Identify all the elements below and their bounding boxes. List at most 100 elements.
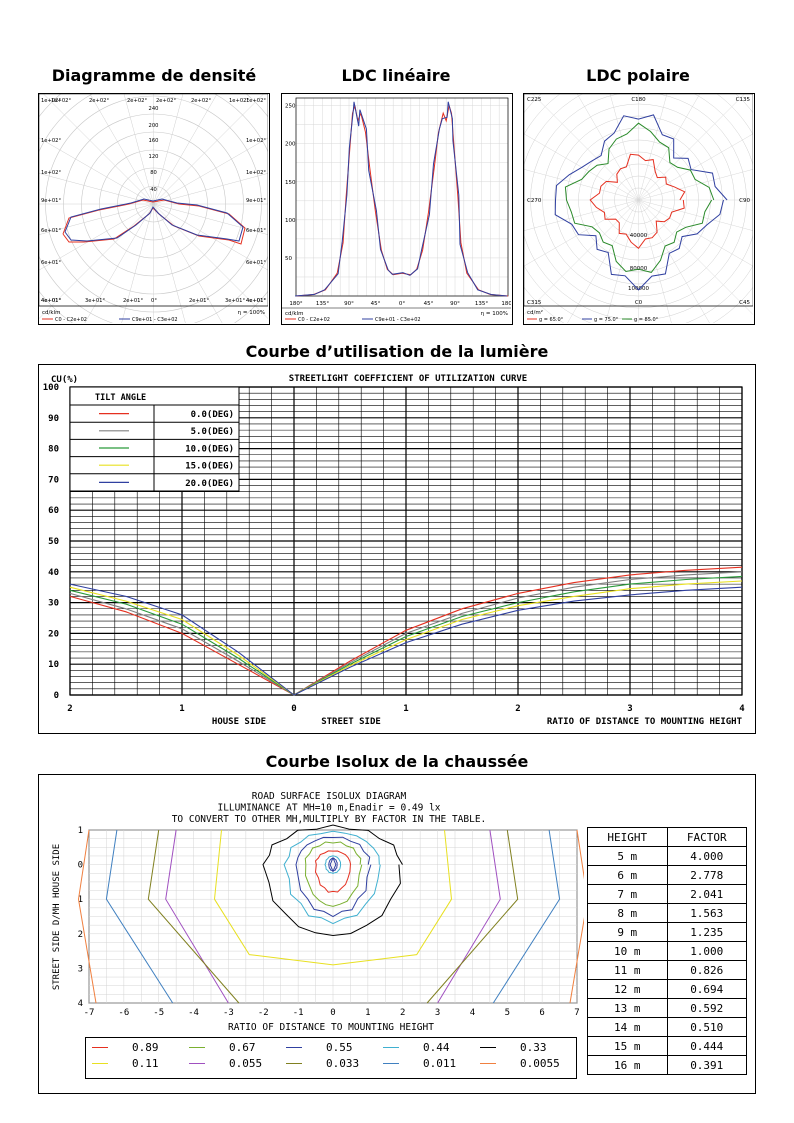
density-legend-label: C9e+01 - C3e+02 (132, 317, 178, 323)
factor-table-row: 13 m 0.592 (587, 998, 747, 1018)
isolux-x-tick: -4 (188, 1008, 199, 1018)
ldc-polar-label-c180: C180 (631, 97, 646, 103)
density-right-label: 9e+01° (246, 198, 266, 204)
isolux-panel: ROAD SURFACE ISOLUX DIAGRAM ILLUMINANCE A… (38, 774, 756, 1094)
cu-plot-frame (69, 386, 743, 696)
cu-y-tick: 100 (43, 383, 59, 393)
ldc-polar-grid-spoke (518, 199, 639, 321)
ldc-polar-label-c315: C315 (527, 300, 542, 306)
isolux-legend-swatch (286, 1047, 302, 1048)
factor-value-cell: 4.000 (666, 846, 747, 866)
cu-y-tick: 60 (48, 506, 59, 516)
cu-tilt-label: 20.0(DEG) (185, 479, 234, 489)
ldc-polar-label-c225: C225 (527, 97, 542, 103)
density-scale-label: 40 (150, 187, 157, 193)
density-top-label: 1e+02° (51, 98, 71, 104)
isolux-legend-swatch (286, 1063, 302, 1064)
cu-chart: TILT ANGLE 0.0(DEG) 5.0(DEG) 10.0(DEG) 15.0(… (43, 374, 746, 727)
cu-series-line (69, 575, 743, 696)
density-bottom-label: 2e+01° (189, 298, 209, 304)
factor-height-cell: 5 m (587, 846, 668, 866)
ldc-linear-y-tick: 100 (285, 218, 296, 224)
isolux-contour (283, 830, 381, 925)
factor-table-row: 12 m 0.694 (587, 979, 747, 999)
isolux-legend-swatch (383, 1047, 399, 1048)
ldc-polar-grid-spoke (638, 79, 759, 201)
isolux-y-tick: 1 (78, 826, 83, 836)
density-left-label: 9e+01° (41, 198, 61, 204)
ldc-linear-panel: 250 200 150 100 50 180° 135° 90° 45° 0° 45° 90° 135°… (281, 93, 515, 325)
ldc-linear-x-tick: 90° (450, 301, 460, 307)
isolux-legend: 0.89 0.67 0.55 0.44 0.33 0.11 0.055 0.033 0.011 0… (85, 1037, 577, 1079)
isolux-y-tick: 4 (78, 999, 83, 1009)
isolux-contour (77, 829, 97, 1004)
isolux-contour (295, 836, 372, 918)
cu-y-tick: 30 (48, 599, 59, 609)
isolux-legend-swatch (189, 1063, 205, 1064)
factor-table-row: 5 m 4.000 (587, 846, 747, 866)
density-grid-spoke (6, 203, 154, 290)
isolux-contour (262, 824, 403, 937)
factor-height-cell: 16 m (587, 1055, 668, 1075)
isolux-legend-item: 0.67 (189, 1041, 284, 1055)
density-right-label: 1e+02° (246, 170, 266, 176)
isolux-legend-swatch (92, 1063, 108, 1064)
factor-height-cell: 7 m (587, 884, 668, 904)
isolux-legend-value: 0.011 (423, 1057, 457, 1070)
isolux-legend-item: 0.055 (189, 1057, 284, 1071)
factor-value-cell: 0.510 (666, 1017, 747, 1037)
isolux-x-tick: -3 (223, 1008, 234, 1018)
density-bottom-label: 3e+01° (225, 298, 245, 304)
isolux-contour (324, 855, 342, 875)
factor-height-cell: 11 m (587, 960, 668, 980)
factor-value-cell: 2.778 (666, 865, 747, 885)
isolux-legend-swatch (480, 1047, 496, 1048)
ldc-linear-unit-label: cd/klm (285, 311, 303, 317)
density-scale-label: 200 (149, 123, 159, 129)
ldc-linear-x-tick: 45° (371, 301, 381, 307)
ldc-polar-grid-spoke (553, 52, 639, 201)
isolux-legend-swatch (92, 1047, 108, 1048)
cu-y-tick: 20 (48, 629, 59, 639)
isolux-title-line: TO CONVERT TO OTHER MH,MULTIPLY BY FACTO… (172, 814, 487, 825)
ldc-polar-grid-spoke (638, 158, 794, 201)
ldc-linear-legend-label: C0 - C2e+02 (298, 317, 330, 323)
factor-table-row: 11 m 0.826 (587, 960, 747, 980)
isolux-legend-value: 0.11 (132, 1057, 159, 1070)
ldc-polar-legend-label: g = 85.0° (634, 317, 659, 323)
factor-height-cell: 6 m (587, 865, 668, 885)
cu-y-tick: 40 (48, 568, 59, 578)
ldc-linear-eta-label: η = 100% (481, 311, 508, 317)
ldc-linear-x-tick: 180° (501, 301, 511, 307)
factor-value-cell: 1.000 (666, 941, 747, 961)
ldc-polar-grid-spoke (638, 199, 794, 242)
isolux-legend-value: 0.033 (326, 1057, 360, 1070)
isolux-x-tick: 6 (539, 1008, 544, 1018)
ldc-polar-unit-label: cd/m² (527, 309, 543, 316)
ldc-linear-y-tick: 50 (285, 256, 292, 262)
isolux-contour (105, 829, 174, 1004)
cu-y-tick: 70 (48, 475, 59, 485)
cu-y-tick: 10 (48, 660, 59, 670)
density-grid-spoke (68, 56, 154, 205)
density-top-label: 1e+02° (229, 98, 249, 104)
isolux-legend-value: 0.89 (132, 1041, 159, 1054)
density-legend-label: C0 - C2e+02 (55, 317, 87, 323)
density-top-label: 2e+02° (127, 98, 147, 104)
factor-table-row: 8 m 1.563 (587, 903, 747, 923)
ldc-polar-grid-spoke (518, 79, 639, 201)
density-panel: 1e+02° 2e+02° 2e+02° 2e+02° 2e+02° 1e+02° 1e+0… (0, 34, 324, 374)
factor-value-cell: 0.826 (666, 960, 747, 980)
factor-table-row: 15 m 0.444 (587, 1036, 747, 1056)
cu-series-line (69, 566, 743, 696)
cu-section-title: Courbe d’utilisation de la lumière (245, 342, 549, 361)
density-right-label: 6e+01° (246, 228, 266, 234)
factor-table-header-height: HEIGHT (587, 827, 668, 847)
cu-header: STREETLIGHT COEFFICIENT OF UTILIZATION C… (289, 374, 527, 384)
isolux-legend-item: 0.33 (480, 1041, 575, 1055)
ldc-polar-legend-label: g = 65.0° (539, 317, 564, 323)
ldc-polar-grid-spoke (491, 199, 639, 286)
isolux-x-tick: -6 (118, 1008, 129, 1018)
cu-y-tick: 50 (48, 537, 59, 547)
